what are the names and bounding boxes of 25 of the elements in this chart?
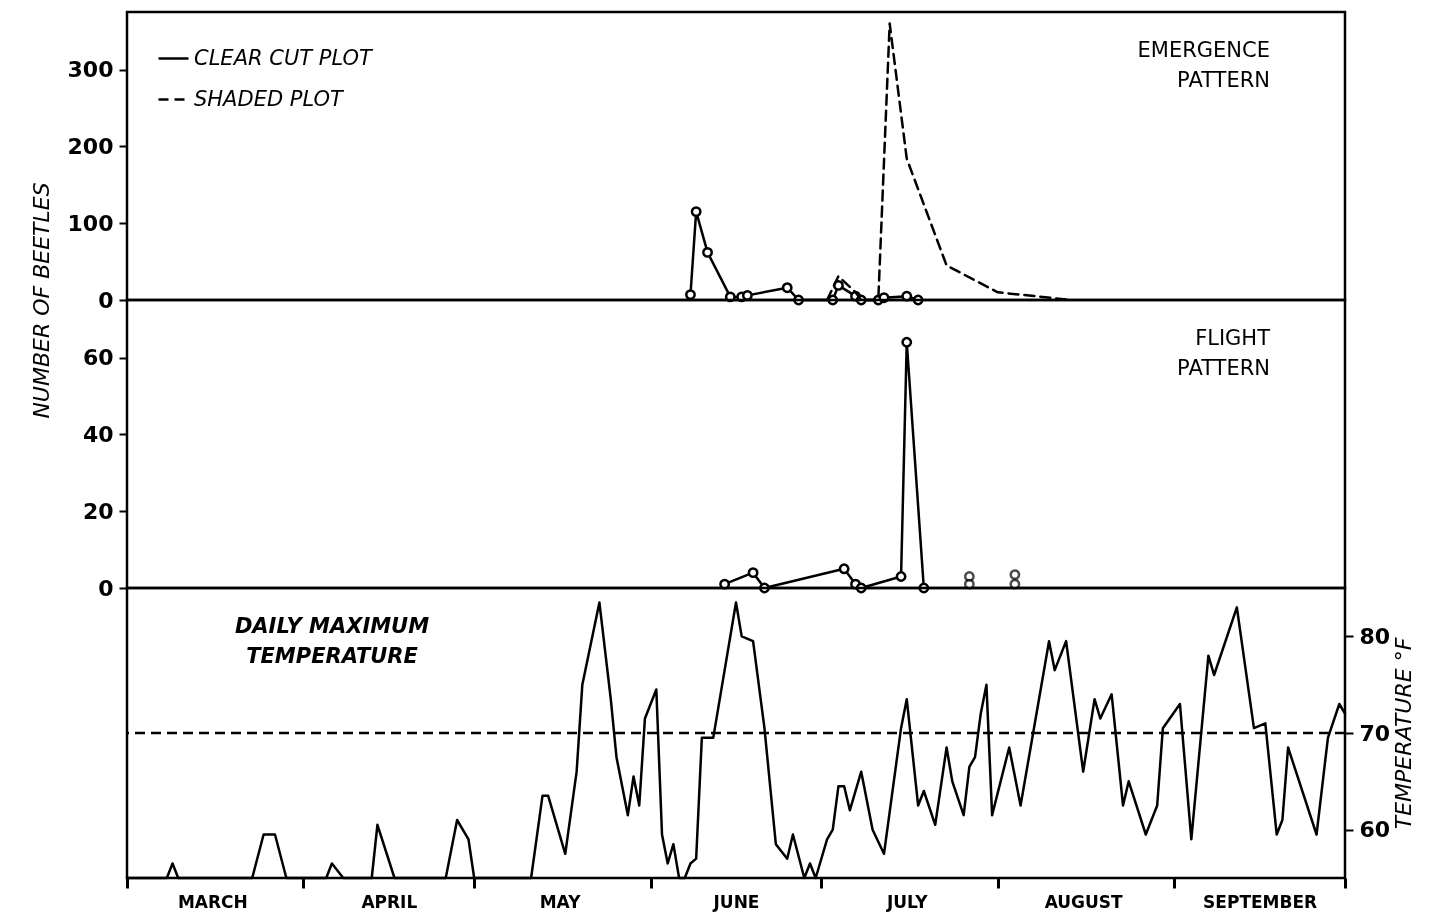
x-tick-label: JUNE (712, 891, 760, 912)
x-tick-label: APRIL (361, 891, 418, 912)
x-tick-label: AUGUST (1044, 891, 1124, 912)
y-tick-label: 60 (82, 345, 114, 371)
legend-label: SHADED PLOT (194, 86, 346, 111)
y-tick-label: 200 (67, 133, 114, 159)
y-tick-label: 100 (67, 210, 114, 236)
y-tick-label: 300 (67, 57, 114, 83)
legend-label: CLEAR CUT PLOT (194, 45, 375, 70)
y2-tick-label: 70 (1359, 720, 1391, 746)
y-axis-title: NUMBER OF BEETLES (28, 182, 54, 419)
x-tick-label: MAY (539, 891, 582, 912)
y-tick-label: 0 (98, 575, 114, 601)
y2-tick-label: 60 (1359, 817, 1391, 843)
y-tick-label: 40 (82, 421, 114, 447)
x-tick-label: SEPTEMBER (1203, 891, 1318, 912)
x-tick-label: JULY (885, 891, 929, 912)
y2-axis-title: TEMPERATURE °F (1390, 637, 1416, 830)
y-tick-label: 20 (82, 498, 114, 524)
x-tick-label: MARCH (177, 891, 248, 912)
y-tick-label: 0 (98, 287, 114, 313)
y2-tick-label: 80 (1359, 623, 1391, 649)
annotation: FLIGHT PATTERN (1177, 326, 1271, 380)
annotation: DAILY MAXIMUM TEMPERATURE (234, 614, 430, 668)
annotation: EMERGENCE PATTERN (1137, 38, 1270, 92)
